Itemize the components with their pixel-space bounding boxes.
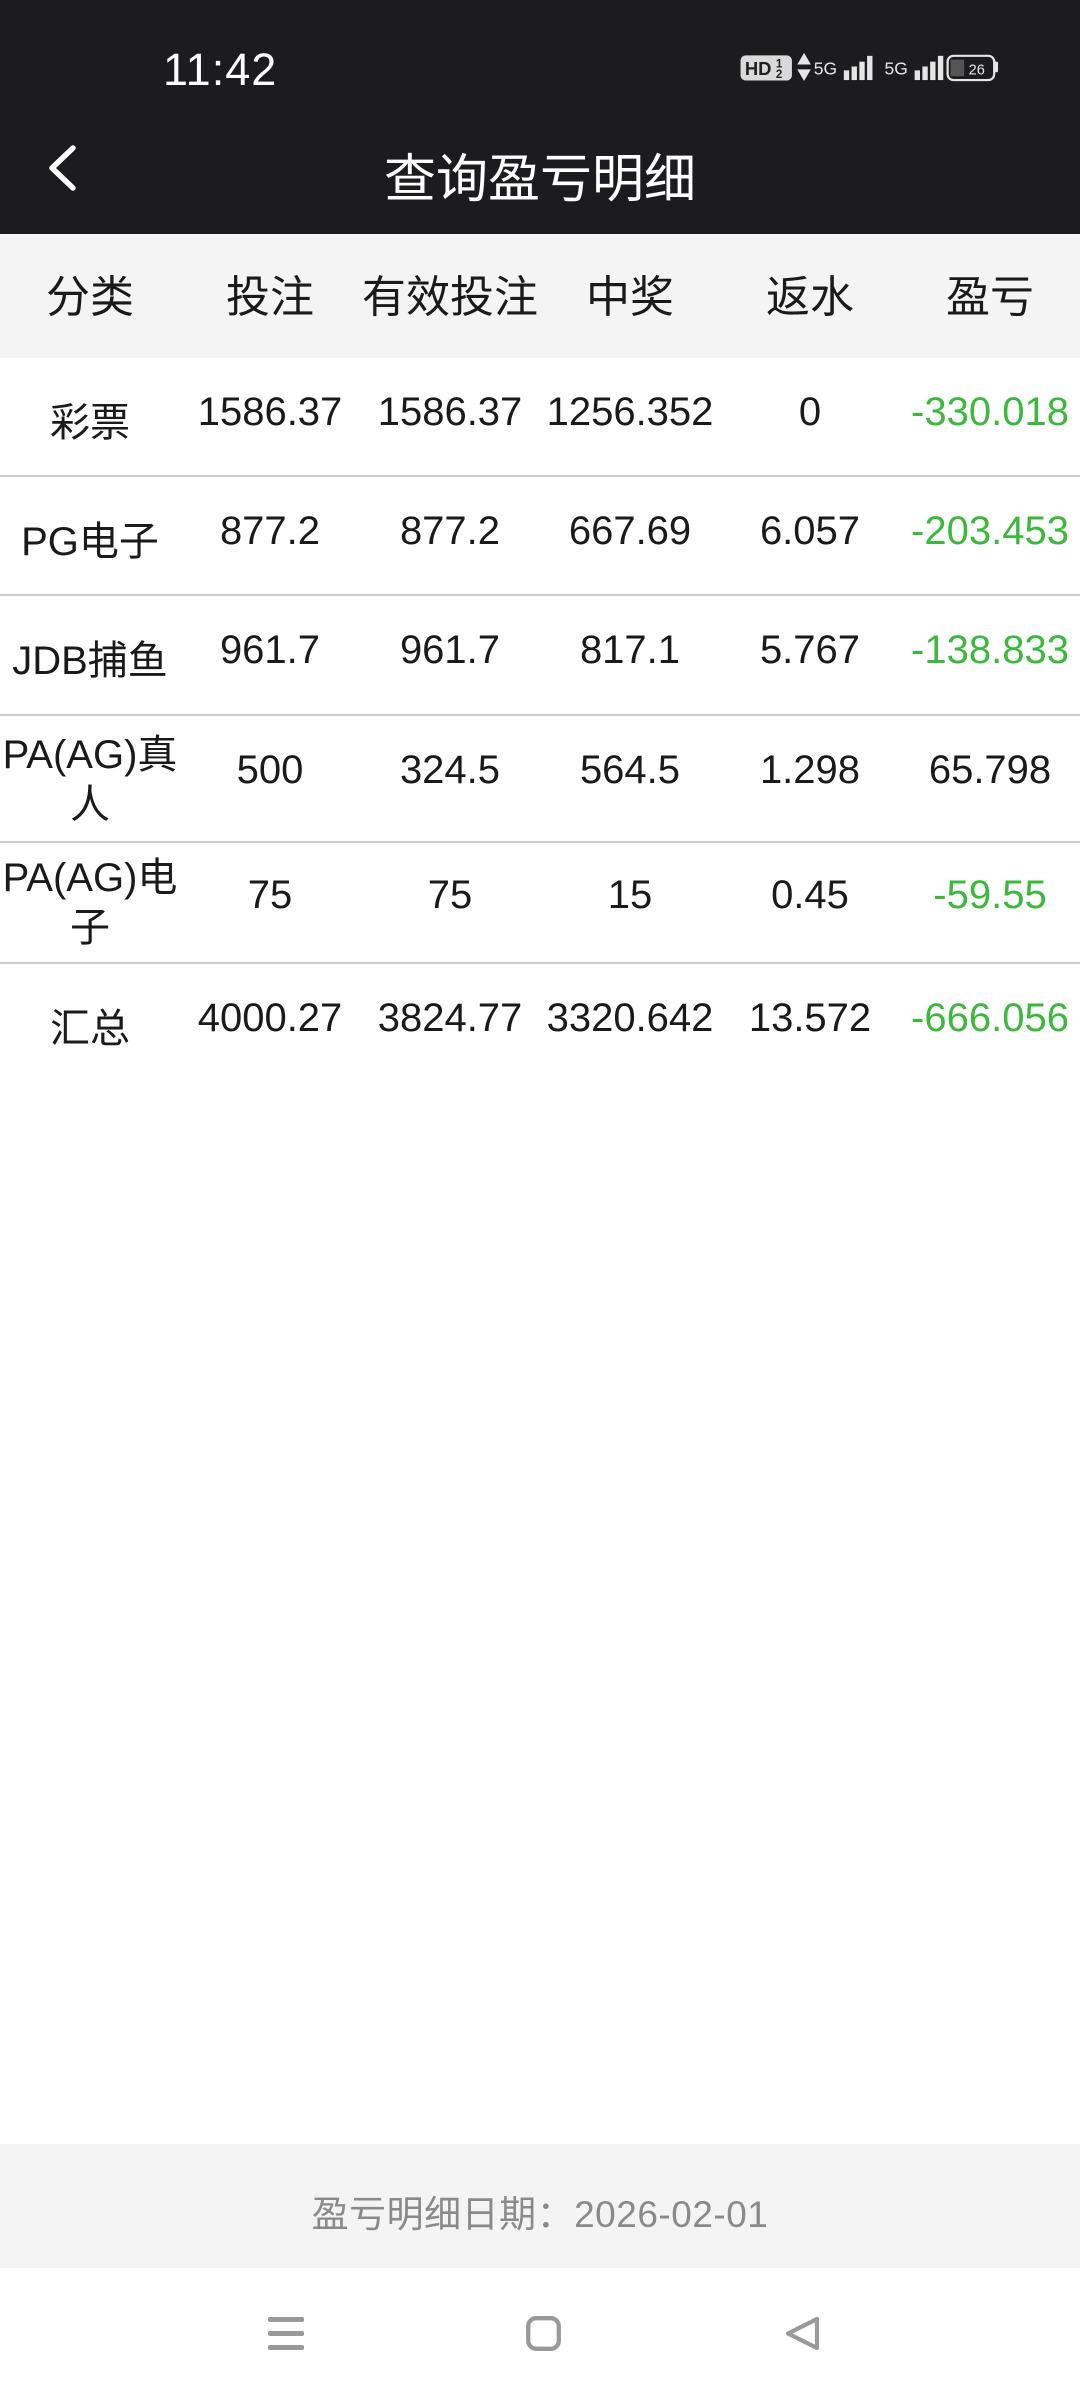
svg-text:2: 2 — [776, 68, 782, 81]
svg-text:HD: HD — [745, 58, 772, 79]
svg-text:5G: 5G — [885, 58, 908, 78]
svg-text:5G: 5G — [814, 58, 837, 78]
svg-text:26: 26 — [969, 62, 985, 78]
